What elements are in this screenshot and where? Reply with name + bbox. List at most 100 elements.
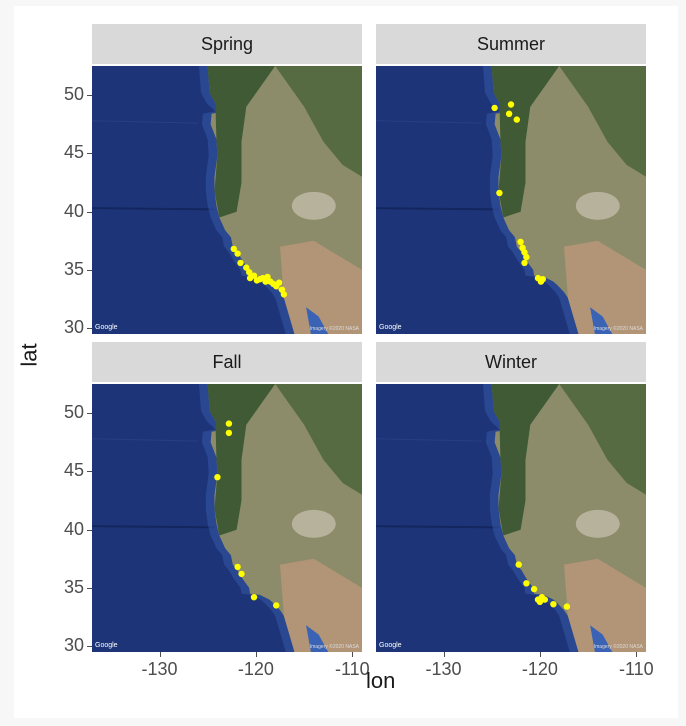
imagery-credit: Imagery ©2020 NASA [593, 644, 643, 650]
salt-flat [291, 509, 336, 538]
forest-region [491, 384, 560, 536]
data-point [214, 474, 221, 481]
facet-panel-summer: Summer Google Imagery ©2020 NASA [376, 24, 646, 334]
x-tick-label: -130 [425, 659, 462, 679]
satellite-map [92, 66, 362, 334]
y-tick-label: 35 [63, 576, 84, 597]
data-point [225, 429, 233, 437]
facet-panel-fall: Fall Google Imagery ©2020 NASA [92, 342, 362, 652]
fracture-zone-line [376, 438, 483, 442]
mountain-region [275, 384, 362, 495]
x-tick-mark [636, 652, 638, 657]
desert-region [564, 240, 646, 334]
data-point [250, 594, 258, 601]
salt-flat [291, 191, 336, 220]
data-point [491, 104, 498, 112]
facet-panel-winter: Winter Google Imagery ©2020 NASA [376, 342, 646, 652]
y-tick-mark [87, 328, 92, 330]
x-tick-mark [255, 652, 257, 657]
data-point [550, 601, 557, 608]
data-point [238, 570, 245, 578]
x-tick-mark [352, 652, 354, 657]
fracture-zone-line [376, 120, 483, 124]
y-tick-mark [87, 471, 92, 473]
x-tick-label: -110 [618, 659, 654, 679]
data-point [505, 110, 513, 117]
google-attribution: Google [95, 642, 118, 649]
facet-panel-spring: Spring Google Imagery ©2020 NASA [92, 24, 362, 334]
x-tick-mark [443, 652, 445, 657]
y-tick-label: 40 [63, 518, 84, 539]
x-tick-label: -120 [237, 659, 274, 679]
satellite-map [92, 384, 362, 652]
gulf-water [306, 307, 329, 334]
y-tick-mark [87, 646, 92, 648]
facet-strip-title: Winter [376, 342, 646, 382]
y-tick-mark [87, 269, 92, 271]
data-point [237, 259, 244, 267]
y-tick-mark [87, 95, 92, 97]
satellite-map [376, 384, 646, 652]
google-attribution: Google [95, 324, 118, 331]
data-point [563, 603, 571, 610]
map-area: Google Imagery ©2020 NASA [92, 384, 362, 652]
fracture-zone-line [376, 207, 499, 211]
facet-strip-title: Summer [376, 24, 646, 64]
data-point [515, 561, 522, 568]
y-tick-mark [87, 153, 92, 155]
data-point [496, 189, 503, 197]
y-tick-label: 50 [63, 84, 84, 105]
y-tick-mark [87, 587, 92, 589]
gulf-water [590, 307, 613, 334]
y-tick-label: 45 [63, 142, 84, 163]
data-point [250, 272, 258, 279]
data-point [275, 279, 283, 286]
fracture-zone-line [92, 525, 215, 529]
x-tick-label: -110 [334, 659, 370, 679]
imagery-credit: Imagery ©2020 NASA [593, 326, 643, 332]
fracture-zone-line [92, 120, 199, 124]
x-tick-mark [159, 652, 161, 657]
map-area: Google Imagery ©2020 NASA [376, 384, 646, 652]
gulf-water [590, 625, 613, 652]
desert-region [564, 558, 646, 652]
data-point [523, 253, 530, 261]
y-tick-mark [87, 413, 92, 415]
figure-canvas: Spring Google Imagery ©2020 NASA Summer G… [14, 6, 678, 718]
mountain-region [559, 384, 646, 495]
fracture-zone-line [92, 207, 215, 211]
mountain-region [559, 66, 646, 177]
imagery-credit: Imagery ©2020 NASA [309, 644, 359, 650]
y-tick-label: 35 [63, 258, 84, 279]
data-point [264, 273, 271, 281]
x-axis-title: lon [366, 668, 396, 693]
mountain-region [275, 66, 362, 177]
y-tick-label: 30 [63, 635, 84, 656]
desert-region [280, 558, 362, 652]
forest-region [207, 384, 276, 536]
continental-shelf [199, 384, 362, 652]
google-attribution: Google [379, 324, 402, 331]
data-point [523, 580, 530, 587]
gulf-water [306, 625, 329, 652]
data-point [230, 245, 237, 253]
facet-strip-title: Spring [92, 24, 362, 64]
map-area: Google Imagery ©2020 NASA [92, 66, 362, 334]
desert-region [280, 240, 362, 334]
data-point [539, 276, 546, 283]
y-tick-mark [87, 211, 92, 213]
y-axis-title: lat [16, 343, 42, 367]
data-point [234, 250, 241, 257]
x-tick-label: -120 [521, 659, 558, 679]
data-point [530, 585, 538, 593]
x-tick-mark [539, 652, 541, 657]
fracture-zone-line [92, 438, 199, 442]
data-point [273, 602, 280, 609]
y-tick-label: 40 [63, 200, 84, 221]
y-tick-mark [87, 529, 92, 531]
satellite-map [376, 66, 646, 334]
data-point [507, 101, 515, 108]
x-tick-label: -130 [141, 659, 178, 679]
imagery-credit: Imagery ©2020 NASA [309, 326, 359, 332]
